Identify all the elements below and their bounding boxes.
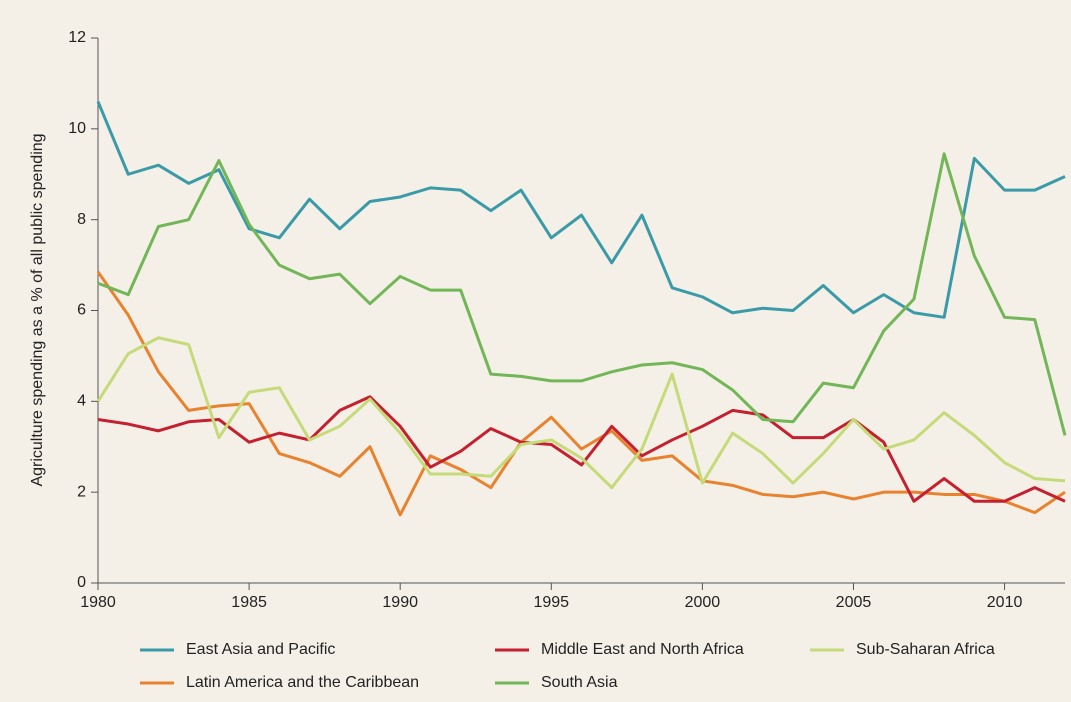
series-line <box>97 152 1067 436</box>
series-line <box>96 336 1066 490</box>
y-tick-label: 4 <box>77 393 86 410</box>
x-tick-label: 2005 <box>836 594 872 611</box>
x-tick-label: 1990 <box>382 594 418 611</box>
y-tick-label: 10 <box>68 120 86 137</box>
x-tick-label: 2010 <box>987 594 1023 611</box>
x-tick-label: 1980 <box>80 594 116 611</box>
legend-label: Middle East and North Africa <box>541 641 744 658</box>
y-tick-label: 0 <box>77 574 86 591</box>
y-tick-label: 2 <box>77 483 86 500</box>
y-tick-label: 12 <box>68 29 86 46</box>
legend-label: Sub-Saharan Africa <box>856 641 995 658</box>
series-line <box>97 395 1066 503</box>
x-tick-label: 1995 <box>533 594 569 611</box>
y-tick-label: 8 <box>77 211 86 228</box>
y-tick-label: 6 <box>77 302 86 319</box>
series-line <box>96 101 1066 319</box>
legend-label: Latin America and the Caribbean <box>186 674 419 691</box>
series-line <box>96 271 1066 517</box>
x-tick-label: 1985 <box>231 594 267 611</box>
legend-label: South Asia <box>541 674 618 691</box>
y-axis-label: Agriculture spending as a % of all publi… <box>29 133 46 486</box>
x-tick-label: 2000 <box>685 594 721 611</box>
legend-label: East Asia and Pacific <box>186 641 335 658</box>
